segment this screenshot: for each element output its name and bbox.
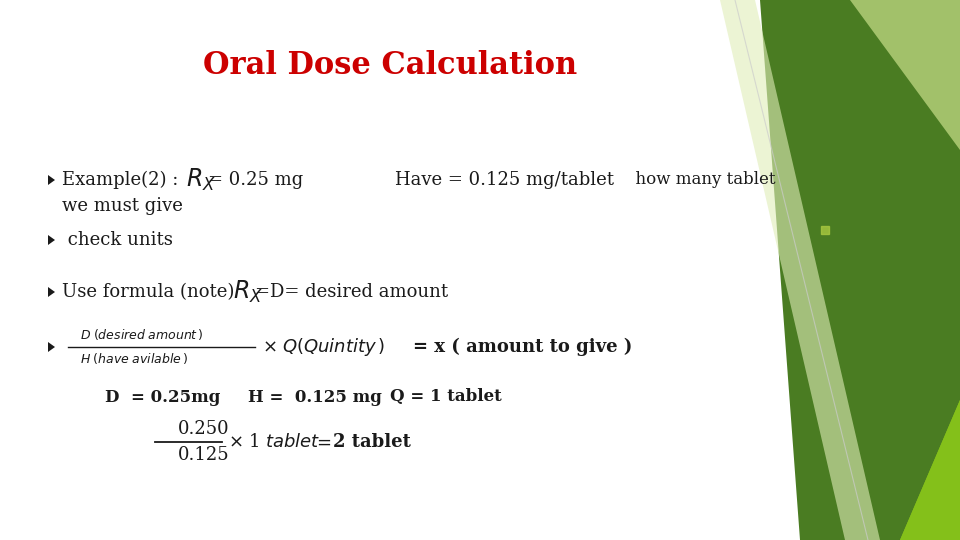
Polygon shape xyxy=(48,287,55,297)
Text: $\mathit{R}_{\mathit{X}}$: $\mathit{R}_{\mathit{X}}$ xyxy=(233,279,263,305)
Text: $\times$: $\times$ xyxy=(262,338,276,356)
Text: $H\;(\mathit{have\;avilable}\,)$: $H\;(\mathit{have\;avilable}\,)$ xyxy=(80,352,188,367)
Text: Q = 1 tablet: Q = 1 tablet xyxy=(390,388,502,406)
Polygon shape xyxy=(760,0,960,150)
Text: Have = 0.125 mg/tablet: Have = 0.125 mg/tablet xyxy=(395,171,614,189)
Text: how many tablet: how many tablet xyxy=(625,172,776,188)
Text: 0.125: 0.125 xyxy=(178,446,229,464)
Text: $D\;(\mathit{desired\;amount}\,)$: $D\;(\mathit{desired\;amount}\,)$ xyxy=(80,327,204,342)
Text: $\times$: $\times$ xyxy=(228,433,243,451)
Text: = 0.25 mg: = 0.25 mg xyxy=(208,171,303,189)
Text: check units: check units xyxy=(62,231,173,249)
Text: Use formula (note): Use formula (note) xyxy=(62,283,246,301)
Polygon shape xyxy=(840,400,960,540)
Polygon shape xyxy=(48,175,55,185)
Text: $=$: $=$ xyxy=(313,433,331,451)
Polygon shape xyxy=(48,342,55,352)
Text: Example(2) :: Example(2) : xyxy=(62,171,184,189)
Text: 2 tablet: 2 tablet xyxy=(333,433,411,451)
Polygon shape xyxy=(870,0,960,540)
Text: H =  0.125 mg: H = 0.125 mg xyxy=(248,388,382,406)
Text: $\mathit{Q}(\mathit{Quintity}\,)$: $\mathit{Q}(\mathit{Quintity}\,)$ xyxy=(282,336,385,358)
Polygon shape xyxy=(48,235,55,245)
Text: =D= desired amount: =D= desired amount xyxy=(255,283,448,301)
Text: 1 $\mathit{tablet}$: 1 $\mathit{tablet}$ xyxy=(248,433,321,451)
Text: we must give: we must give xyxy=(62,197,182,215)
Text: Oral Dose Calculation: Oral Dose Calculation xyxy=(203,50,577,81)
Text: $\mathit{R}_{\mathit{X}}$: $\mathit{R}_{\mathit{X}}$ xyxy=(186,167,216,193)
Text: D  = 0.25mg: D = 0.25mg xyxy=(105,388,221,406)
Text: 0.250: 0.250 xyxy=(178,420,229,438)
Text: = x ( amount to give ): = x ( amount to give ) xyxy=(413,338,633,356)
Polygon shape xyxy=(720,0,880,540)
Polygon shape xyxy=(760,0,960,540)
